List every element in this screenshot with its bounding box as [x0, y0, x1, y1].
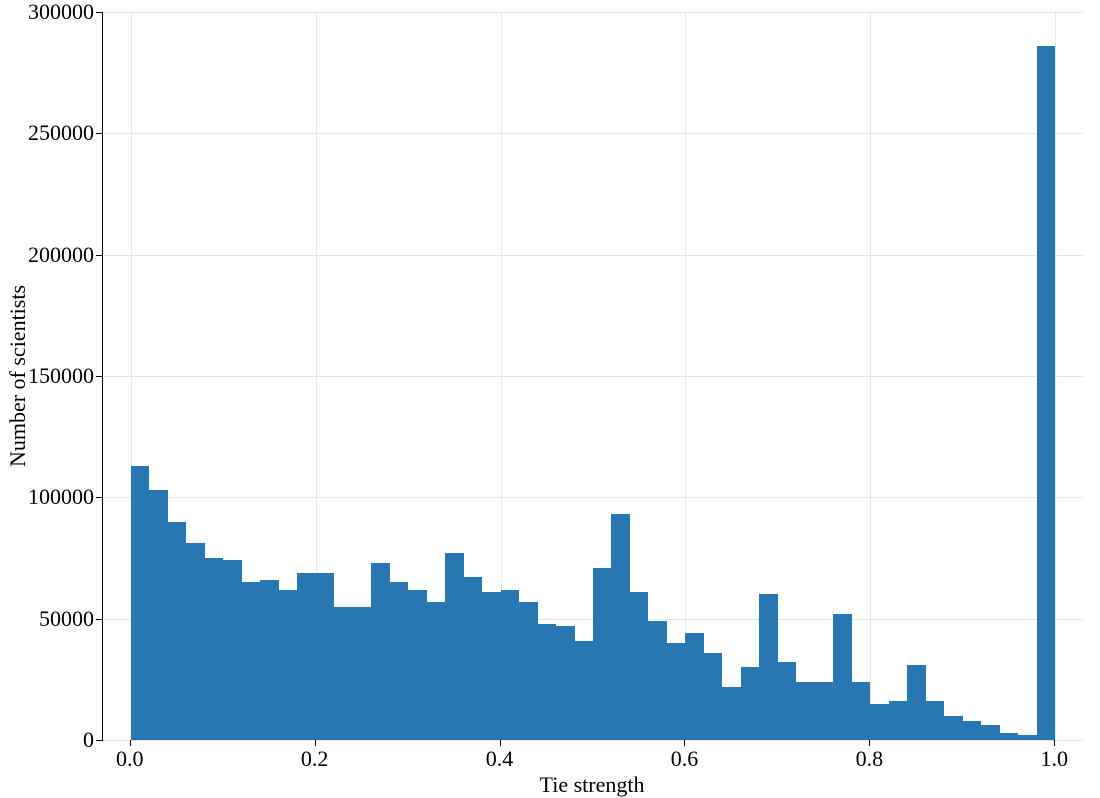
histogram-bar [242, 582, 260, 740]
y-tick-label: 0 [83, 727, 94, 753]
histogram-bar [131, 466, 149, 740]
histogram-bar [316, 573, 334, 740]
x-tick-label: 0.4 [486, 746, 514, 772]
histogram-bar [648, 621, 666, 740]
histogram-bar [870, 704, 888, 740]
histogram-bar [575, 641, 593, 740]
y-tick-label: 100000 [28, 484, 94, 510]
histogram-bar [408, 590, 426, 740]
histogram-bar [279, 590, 297, 740]
histogram-bar [611, 514, 629, 740]
y-grid-line [103, 376, 1083, 377]
histogram-bar [815, 682, 833, 740]
histogram-bar [778, 662, 796, 740]
histogram-chart: Number of scientists Tie strength 0.00.2… [0, 0, 1100, 798]
histogram-bar [538, 624, 556, 740]
histogram-bar [926, 701, 944, 740]
histogram-bar [889, 701, 907, 740]
histogram-bar [371, 563, 389, 740]
y-tick-label: 250000 [28, 120, 94, 146]
histogram-bar [427, 602, 445, 740]
histogram-bar [353, 607, 371, 740]
y-tick-label: 300000 [28, 0, 94, 25]
y-tick [96, 740, 102, 741]
y-grid-line [103, 740, 1083, 741]
y-grid-line [103, 133, 1083, 134]
histogram-bar [297, 573, 315, 740]
y-tick-label: 150000 [28, 363, 94, 389]
y-tick [96, 255, 102, 256]
histogram-bar [149, 490, 167, 740]
histogram-bar [685, 633, 703, 740]
histogram-bar [907, 665, 925, 740]
histogram-bar [1037, 46, 1055, 740]
x-tick-label: 0.0 [116, 746, 144, 772]
histogram-bar [704, 653, 722, 740]
y-tick-label: 50000 [39, 606, 94, 632]
histogram-bar [464, 577, 482, 740]
histogram-bar [759, 594, 777, 740]
histogram-bar [963, 721, 981, 740]
y-tick [96, 376, 102, 377]
histogram-bar [205, 558, 223, 740]
y-tick [96, 497, 102, 498]
y-tick [96, 619, 102, 620]
histogram-bar [445, 553, 463, 740]
x-tick-label: 0.8 [856, 746, 884, 772]
histogram-bar [944, 716, 962, 740]
x-axis-label: Tie strength [540, 772, 645, 798]
histogram-bar [852, 682, 870, 740]
y-tick [96, 12, 102, 13]
y-tick-label: 200000 [28, 242, 94, 268]
y-grid-line [103, 12, 1083, 13]
histogram-bar [501, 590, 519, 740]
y-tick [96, 133, 102, 134]
histogram-bar [186, 543, 204, 740]
histogram-bar [223, 560, 241, 740]
histogram-bar [519, 602, 537, 740]
histogram-bar [390, 582, 408, 740]
histogram-bar [334, 607, 352, 740]
histogram-bar [833, 614, 851, 740]
histogram-bar [482, 592, 500, 740]
y-grid-line [103, 497, 1083, 498]
histogram-bar [630, 592, 648, 740]
plot-area [102, 12, 1083, 741]
histogram-bar [1018, 735, 1036, 740]
histogram-bar [168, 522, 186, 740]
histogram-bar [260, 580, 278, 740]
x-tick-label: 0.2 [301, 746, 329, 772]
histogram-bar [741, 667, 759, 740]
histogram-bar [1000, 733, 1018, 740]
y-grid-line [103, 255, 1083, 256]
histogram-bar [796, 682, 814, 740]
histogram-bar [556, 626, 574, 740]
x-tick-label: 0.6 [671, 746, 699, 772]
histogram-bar [722, 687, 740, 740]
histogram-bar [981, 725, 999, 740]
histogram-bar [593, 568, 611, 740]
histogram-bar [667, 643, 685, 740]
x-tick-label: 1.0 [1041, 746, 1069, 772]
